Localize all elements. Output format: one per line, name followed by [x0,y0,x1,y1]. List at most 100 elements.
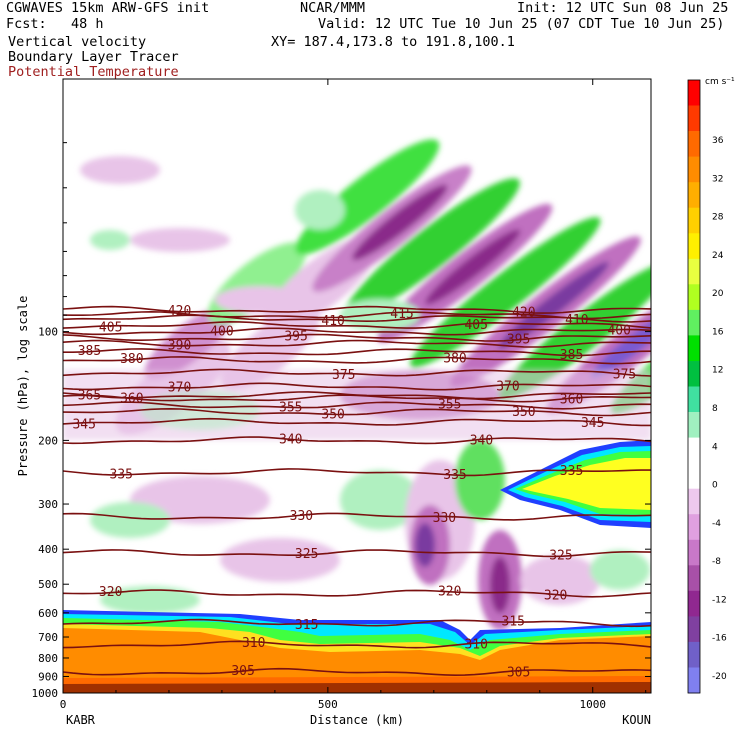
y-tick-label: 500 [38,578,58,591]
theta-label: 355 [279,401,302,416]
field-boundary-layer-tracer: Boundary Layer Tracer [8,49,179,65]
theta-label: 350 [321,407,344,422]
colorbar-swatch [688,258,700,285]
theta-label: 310 [242,636,265,651]
y-tick-label: 400 [38,543,58,556]
theta-contour-350 [63,407,651,417]
theta-label: 320 [438,585,461,600]
theta-label: 385 [78,344,101,359]
colorbar-tick-label: 28 [712,213,724,223]
theta-label: 330 [433,511,456,526]
theta-contour-330 [63,512,651,521]
colorbar-tick-label: -8 [712,557,721,567]
theta-contour-325 [63,549,651,558]
theta-label: 320 [544,588,567,603]
theta-label: 385 [560,348,583,363]
theta-contour-355 [63,401,651,410]
theta-contour-380 [63,356,651,365]
y-tick-label: 300 [38,498,58,511]
colorbar-tick-label: 8 [712,404,718,414]
theta-contour-340 [63,436,651,445]
colorbar-swatch [688,539,700,566]
theta-label: 370 [168,381,191,396]
header-org: NCAR/MMM [300,0,366,16]
colorbar-swatch [688,80,700,106]
y-tick-label: 700 [38,631,58,644]
theta-contour-315 [63,618,651,628]
theta-label: 420 [168,304,191,319]
theta-label: 330 [290,509,313,524]
right-endpoint-label: KOUN [622,713,651,727]
colorbar-tick-label: 32 [712,174,723,184]
colorbar-tick-label: -12 [712,595,727,605]
theta-label: 325 [295,547,318,562]
colorbar-swatch [688,667,700,694]
theta-contour-415 [63,310,651,320]
colorbar-swatch [688,309,700,336]
colorbar-swatch [688,412,700,438]
field-potential-temperature: Potential Temperature [8,64,179,80]
colorbar-units: cm s⁻¹ [705,77,735,87]
theta-label: 380 [120,352,143,367]
x-axis: 0 500 1000 [60,79,647,711]
theta-label: 335 [560,464,583,479]
theta-label: 360 [560,393,583,408]
theta-label: 380 [443,352,466,367]
theta-label: 325 [549,549,572,564]
colorbar-tick-label: 4 [712,442,718,452]
x-axis-label: Distance (km) [310,713,404,727]
potential-temperature-labels: 305 305 310 310 315 315 320 320 320 325 325 330 330 3… [72,304,636,680]
theta-label: 375 [332,368,355,383]
theta-label: 410 [321,314,344,329]
theta-contour-395 [63,333,651,342]
header-xy: XY= 187.4,173.8 to 191.8,100.1 [271,34,515,50]
field-vertical-velocity: Vertical velocity [8,34,147,50]
theta-contour-345 [63,417,651,427]
theta-label: 400 [210,324,233,339]
theta-label: 395 [284,330,307,345]
colorbar-tick-label: -16 [712,634,727,644]
theta-contour-305 [63,667,651,677]
theta-label: 305 [231,664,254,679]
theta-label: 315 [502,614,525,629]
theta-label: 370 [496,379,519,394]
theta-label: 365 [78,389,101,404]
theta-label: 335 [443,468,466,483]
theta-label: 345 [581,416,604,431]
theta-label: 395 [507,333,530,348]
y-axis-label: Pressure (hPa), log scale [16,296,30,477]
colorbar-swatch [688,641,700,668]
theta-label: 415 [390,307,413,322]
header-init: Init: 12 UTC Sun 08 Jun 25 [517,0,729,16]
theta-label: 405 [99,321,122,336]
colorbar: 36 32 28 24 20 16 12 8 4 0 -4 -8 -12 -16 -20 [687,79,727,694]
colorbar-swatch [688,437,700,464]
colorbar-tick-label: 24 [712,251,724,261]
header-valid: Valid: 12 UTC Tue 10 Jun 25 (07 CDT Tue … [318,16,725,32]
theta-contour-320 [63,589,651,598]
x-tick-label: 0 [60,698,67,711]
colorbar-swatch [688,361,700,387]
theta-label: 375 [613,368,636,383]
theta-label: 360 [120,392,143,407]
y-tick-label: 900 [38,670,58,683]
theta-label: 350 [512,405,535,420]
theta-contour-375 [63,368,651,377]
colorbar-tick-label: 12 [712,366,723,376]
potential-temperature-contours [63,305,651,677]
colorbar-tick-label: -4 [712,519,721,529]
colorbar-swatch [688,207,700,234]
theta-label: 335 [110,468,133,483]
y-tick-label: 800 [38,652,58,665]
theta-contour-365 [63,391,651,400]
theta-label: 310 [464,638,487,653]
theta-label: 315 [295,618,318,633]
colorbar-tick-label: -20 [712,672,727,682]
vertical-velocity-field: 305 305 310 310 315 315 320 320 320 325 325 330 330 3… [63,79,651,693]
colorbar-tick-label: 36 [712,136,724,146]
theta-contour-400 [63,327,651,336]
colorbar-swatch [688,386,700,413]
y-tick-label: 100 [38,326,58,339]
colorbar-swatch [688,156,700,183]
